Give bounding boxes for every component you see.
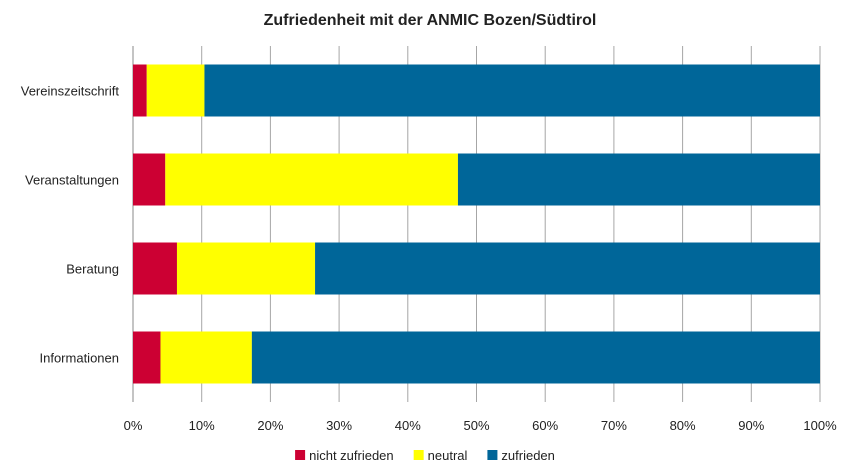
x-tick-label: 60% — [532, 418, 558, 433]
category-labels: Vereinszeitschrift Veranstaltungen Beratun… — [21, 84, 120, 366]
category-label: Veranstaltungen — [25, 173, 119, 188]
x-tick-label: 30% — [326, 418, 352, 433]
x-tick-label: 20% — [257, 418, 283, 433]
bar-segment — [176, 242, 316, 295]
bar-segment — [204, 64, 820, 117]
bar-segment — [133, 242, 177, 295]
legend-swatch — [487, 450, 498, 460]
category-label: Vereinszeitschrift — [21, 84, 120, 99]
legend-label: nicht zufrieden — [309, 448, 394, 463]
bars — [133, 64, 820, 384]
chart-title: Zufriedenheit mit der ANMIC Bozen/Südtir… — [264, 12, 597, 29]
bar-segment — [146, 64, 205, 117]
legend-swatch — [295, 450, 306, 460]
x-tick-label: 0% — [124, 418, 143, 433]
x-tick-label: 10% — [189, 418, 215, 433]
x-tick-labels: 0% 10% 20% 30% 40% 50% 60% 70% 80% 90% 100% — [124, 418, 837, 433]
legend-label: neutral — [428, 448, 468, 463]
x-tick-label: 90% — [738, 418, 764, 433]
x-tick-label: 70% — [601, 418, 627, 433]
x-tick-label: 100% — [803, 418, 837, 433]
legend-label: zufrieden — [501, 448, 554, 463]
category-label: Beratung — [66, 262, 119, 277]
bar-segment — [133, 331, 161, 384]
bar-segment — [160, 331, 252, 384]
bar-segment — [133, 64, 147, 117]
legend: nicht zufrieden neutral zufrieden — [295, 448, 555, 463]
bar-segment — [133, 153, 166, 206]
x-tick-label: 80% — [670, 418, 696, 433]
bar-segment — [457, 153, 820, 206]
x-tick-label: 40% — [395, 418, 421, 433]
bar-segment — [251, 331, 820, 384]
bar-segment — [315, 242, 820, 295]
category-label: Informationen — [40, 351, 120, 366]
x-tick-label: 50% — [463, 418, 489, 433]
bar-segment — [165, 153, 458, 206]
legend-swatch — [413, 450, 424, 460]
